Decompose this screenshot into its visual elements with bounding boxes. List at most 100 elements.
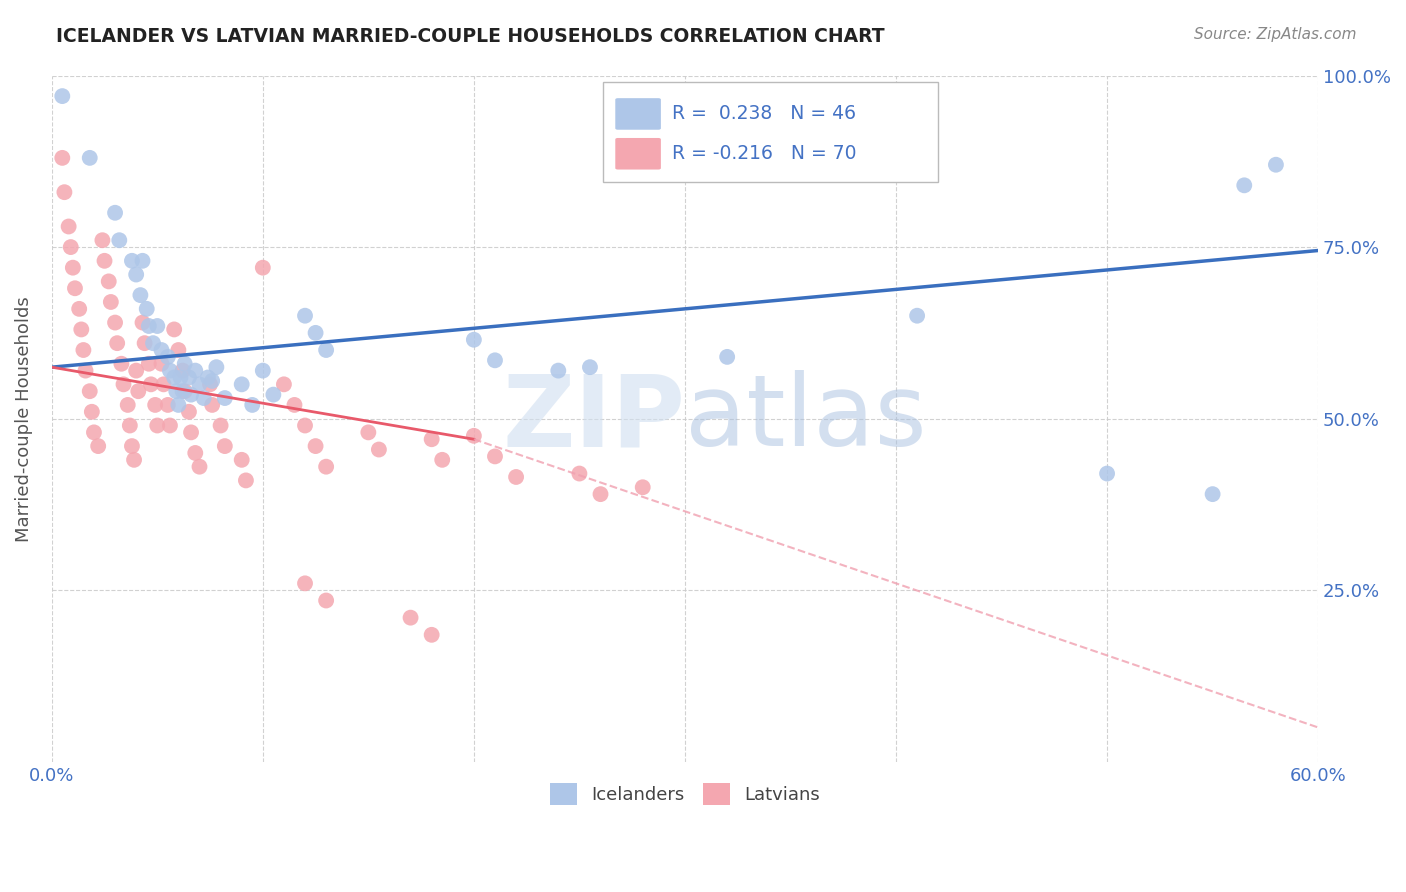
Point (146, 318, 169, 333)
Text: Source: ZipAtlas.com: Source: ZipAtlas.com (1194, 27, 1357, 42)
Point (53, 185, 76, 199)
Point (150, 343, 173, 357)
Point (62, 260, 84, 275)
Point (188, 459, 211, 474)
Point (198, 377, 221, 392)
Point (110, 357, 132, 371)
Point (193, 391, 215, 405)
Point (177, 405, 200, 419)
Point (273, 377, 295, 392)
Point (184, 363, 207, 377)
Point (97, 274, 120, 288)
Point (589, 487, 612, 501)
Point (75, 363, 97, 377)
Point (177, 370, 200, 384)
Point (399, 610, 422, 624)
Point (252, 363, 274, 377)
Point (201, 398, 224, 412)
Text: ZIP: ZIP (502, 370, 685, 467)
Point (156, 350, 179, 364)
Point (104, 206, 127, 220)
Point (905, 309, 928, 323)
Point (104, 316, 127, 330)
Point (159, 418, 181, 433)
Point (716, 350, 738, 364)
Point (129, 288, 152, 302)
Point (231, 452, 253, 467)
Point (163, 322, 186, 336)
Point (79, 384, 101, 399)
Point (367, 442, 389, 457)
FancyBboxPatch shape (616, 138, 661, 169)
Point (579, 360, 602, 375)
Point (152, 377, 174, 392)
Point (209, 418, 232, 433)
Point (100, 295, 122, 310)
Point (315, 343, 337, 357)
Point (173, 384, 195, 399)
Point (484, 450, 506, 464)
Point (156, 398, 179, 412)
Point (205, 360, 228, 375)
Point (108, 233, 131, 247)
Text: R =  0.238   N = 46: R = 0.238 N = 46 (672, 104, 856, 123)
Point (83, 425, 105, 440)
Point (1264, 158, 1286, 172)
Point (180, 425, 202, 440)
Point (93, 253, 115, 268)
Point (505, 470, 527, 484)
Point (135, 301, 157, 316)
Point (432, 452, 454, 467)
Y-axis label: Married-couple Households: Married-couple Households (15, 296, 32, 541)
Point (63, 281, 86, 295)
Point (262, 387, 284, 401)
Point (167, 343, 190, 357)
FancyBboxPatch shape (616, 98, 661, 129)
Point (294, 309, 316, 323)
Point (138, 357, 160, 371)
Point (121, 439, 143, 453)
Point (143, 398, 166, 412)
Text: R = -0.216   N = 70: R = -0.216 N = 70 (672, 145, 856, 163)
Legend: Icelanders, Latvians: Icelanders, Latvians (541, 774, 830, 814)
Point (163, 370, 186, 384)
Point (547, 363, 569, 377)
Point (139, 377, 162, 392)
Point (167, 398, 190, 412)
Point (165, 384, 187, 399)
Point (214, 439, 236, 453)
Point (315, 459, 337, 474)
Point (79, 151, 101, 165)
Point (138, 318, 160, 333)
Point (1095, 467, 1118, 481)
Point (315, 593, 337, 607)
Point (1201, 487, 1223, 501)
Point (180, 387, 202, 401)
Point (146, 418, 169, 433)
Point (70, 322, 93, 336)
Point (463, 429, 485, 443)
Point (72, 343, 94, 357)
Point (252, 260, 274, 275)
Point (357, 425, 380, 440)
Point (568, 467, 591, 481)
Point (169, 370, 191, 384)
Point (304, 439, 326, 453)
Point (125, 363, 148, 377)
Point (304, 326, 326, 340)
Point (105, 336, 128, 351)
Point (131, 253, 153, 268)
Point (294, 576, 316, 591)
Point (1233, 178, 1256, 193)
Point (67, 301, 90, 316)
FancyBboxPatch shape (603, 82, 938, 182)
Point (197, 370, 219, 384)
Point (631, 480, 654, 494)
Point (118, 418, 141, 433)
Point (240, 398, 263, 412)
Point (184, 446, 207, 460)
Point (159, 363, 181, 377)
Point (420, 432, 443, 446)
Text: atlas: atlas (685, 370, 927, 467)
Point (58, 219, 80, 234)
